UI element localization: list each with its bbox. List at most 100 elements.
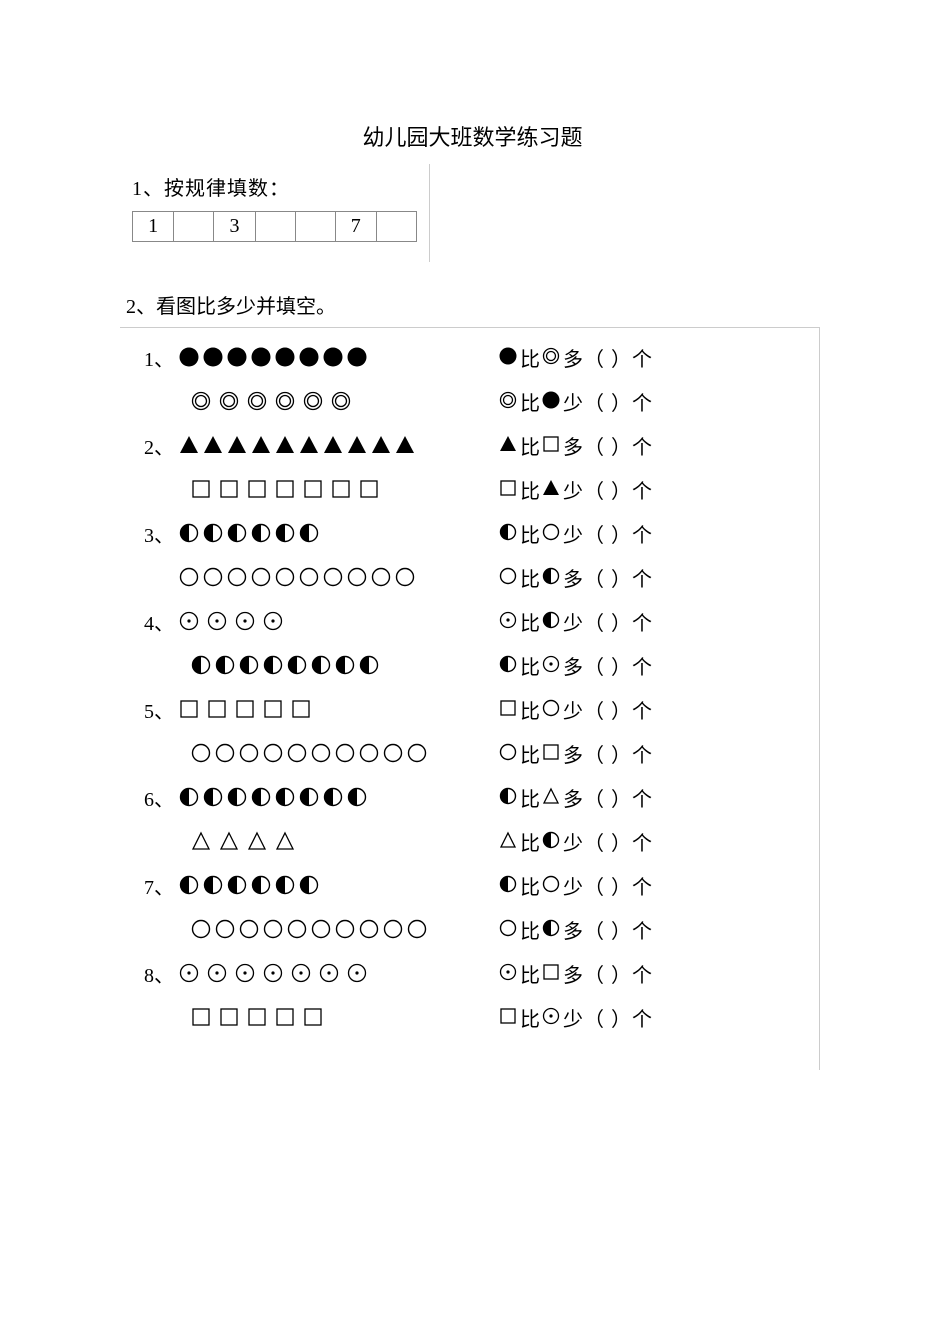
half-circle-icon (274, 522, 296, 544)
comparison-statement: 比多（ ）个 (498, 783, 653, 812)
empty-circle-icon (238, 742, 260, 764)
half-circle-icon (178, 522, 200, 544)
problem-number: 3、 (144, 519, 178, 548)
filled-circle-icon (298, 346, 320, 368)
half-circle-icon (250, 786, 272, 808)
dot-circle-icon (542, 655, 562, 675)
empty-circle-icon (542, 523, 562, 543)
empty-triangle-icon (218, 830, 240, 852)
empty-circle-icon (358, 742, 380, 764)
empty-circle-icon (262, 742, 284, 764)
empty-square-icon (499, 1007, 519, 1027)
empty-circle-icon (382, 742, 404, 764)
empty-circle-icon (214, 742, 236, 764)
half-circle-icon (298, 786, 320, 808)
half-circle-icon (499, 523, 519, 543)
empty-circle-icon (250, 566, 272, 588)
seq-cell: 1 (133, 212, 174, 242)
empty-circle-icon (542, 699, 562, 719)
half-circle-icon (310, 654, 332, 676)
empty-square-icon (499, 479, 519, 499)
problem-line: 8、 比多（ ）个 (144, 958, 799, 988)
problem-number: 8、 (144, 959, 178, 988)
filled-circle-icon (346, 346, 368, 368)
shape-row (178, 478, 498, 500)
question-1-box: 1、按规律填数： 1 3 7 (120, 164, 430, 262)
filled-circle-icon (499, 347, 519, 367)
empty-square-icon (246, 478, 268, 500)
filled-triangle-icon (202, 434, 224, 456)
empty-square-icon (542, 963, 562, 983)
empty-circle-icon (346, 566, 368, 588)
half-circle-icon (250, 522, 272, 544)
comparison-statement: 比多（ ）个 (498, 431, 653, 460)
filled-triangle-icon (298, 434, 320, 456)
compare-word: 比 (520, 871, 541, 900)
dot-circle-icon (346, 962, 368, 984)
filled-triangle-icon (499, 435, 519, 455)
problem-line: 比少（ ）个 (144, 474, 799, 504)
compare-tail: 少（ ）个 (563, 607, 653, 636)
problem-number: 7、 (144, 871, 178, 900)
dot-circle-icon (234, 610, 256, 632)
filled-triangle-icon (542, 479, 562, 499)
comparison-statement: 比多（ ）个 (498, 915, 653, 944)
problem-number: 6、 (144, 783, 178, 812)
dot-circle-icon (234, 962, 256, 984)
half-circle-icon (238, 654, 260, 676)
compare-tail: 少（ ）个 (563, 871, 653, 900)
compare-tail: 少（ ）个 (563, 475, 653, 504)
problem-line: 7、 比少（ ）个 (144, 870, 799, 900)
shape-row (178, 346, 498, 368)
dot-circle-icon (542, 1007, 562, 1027)
shape-row (178, 566, 498, 588)
half-circle-icon (178, 874, 200, 896)
problem-line: 比少（ ）个 (144, 826, 799, 856)
half-circle-icon (226, 522, 248, 544)
problem-line: 1、比多（ ）个 (144, 342, 799, 372)
filled-circle-icon (178, 346, 200, 368)
empty-circle-icon (542, 875, 562, 895)
problem-line: 2、比多（ ）个 (144, 430, 799, 460)
compare-tail: 多（ ）个 (563, 783, 653, 812)
half-circle-icon (202, 522, 224, 544)
empty-square-icon (190, 478, 212, 500)
empty-square-icon (290, 698, 312, 720)
comparison-problem: 3、比少（ ）个比多（ ）个 (144, 518, 799, 592)
seq-cell: 3 (214, 212, 255, 242)
comparison-statement: 比多（ ）个 (498, 739, 653, 768)
half-circle-icon (334, 654, 356, 676)
empty-circle-icon (286, 742, 308, 764)
empty-square-icon (499, 699, 519, 719)
empty-circle-icon (499, 567, 519, 587)
compare-tail: 多（ ）个 (563, 915, 653, 944)
shape-row (178, 698, 498, 720)
filled-triangle-icon (322, 434, 344, 456)
empty-square-icon (206, 698, 228, 720)
double-circle-icon (190, 390, 212, 412)
problem-line: 比多（ ）个 (144, 914, 799, 944)
compare-word: 比 (520, 695, 541, 724)
question-1-label: 1、按规律填数： (132, 172, 417, 201)
empty-circle-icon (334, 742, 356, 764)
empty-circle-icon (334, 918, 356, 940)
comparison-statement: 比多（ ）个 (498, 959, 653, 988)
compare-tail: 少（ ）个 (563, 1003, 653, 1032)
worksheet-page: 幼儿园大班数学练习题 1、按规律填数： 1 3 7 2、看图比多少并填空。 1、… (0, 0, 945, 1110)
compare-word: 比 (520, 343, 541, 372)
half-circle-icon (274, 874, 296, 896)
half-circle-icon (499, 787, 519, 807)
half-circle-icon (542, 567, 562, 587)
half-circle-icon (286, 654, 308, 676)
empty-square-icon (274, 1006, 296, 1028)
empty-circle-icon (298, 566, 320, 588)
problem-line: 3、比少（ ）个 (144, 518, 799, 548)
question-2-label: 2、看图比多少并填空。 (126, 290, 825, 319)
empty-square-icon (542, 743, 562, 763)
double-circle-icon (302, 390, 324, 412)
empty-square-icon (262, 698, 284, 720)
seq-cell (295, 212, 335, 242)
half-circle-icon (542, 919, 562, 939)
compare-word: 比 (520, 563, 541, 592)
sequence-table: 1 3 7 (132, 211, 417, 242)
